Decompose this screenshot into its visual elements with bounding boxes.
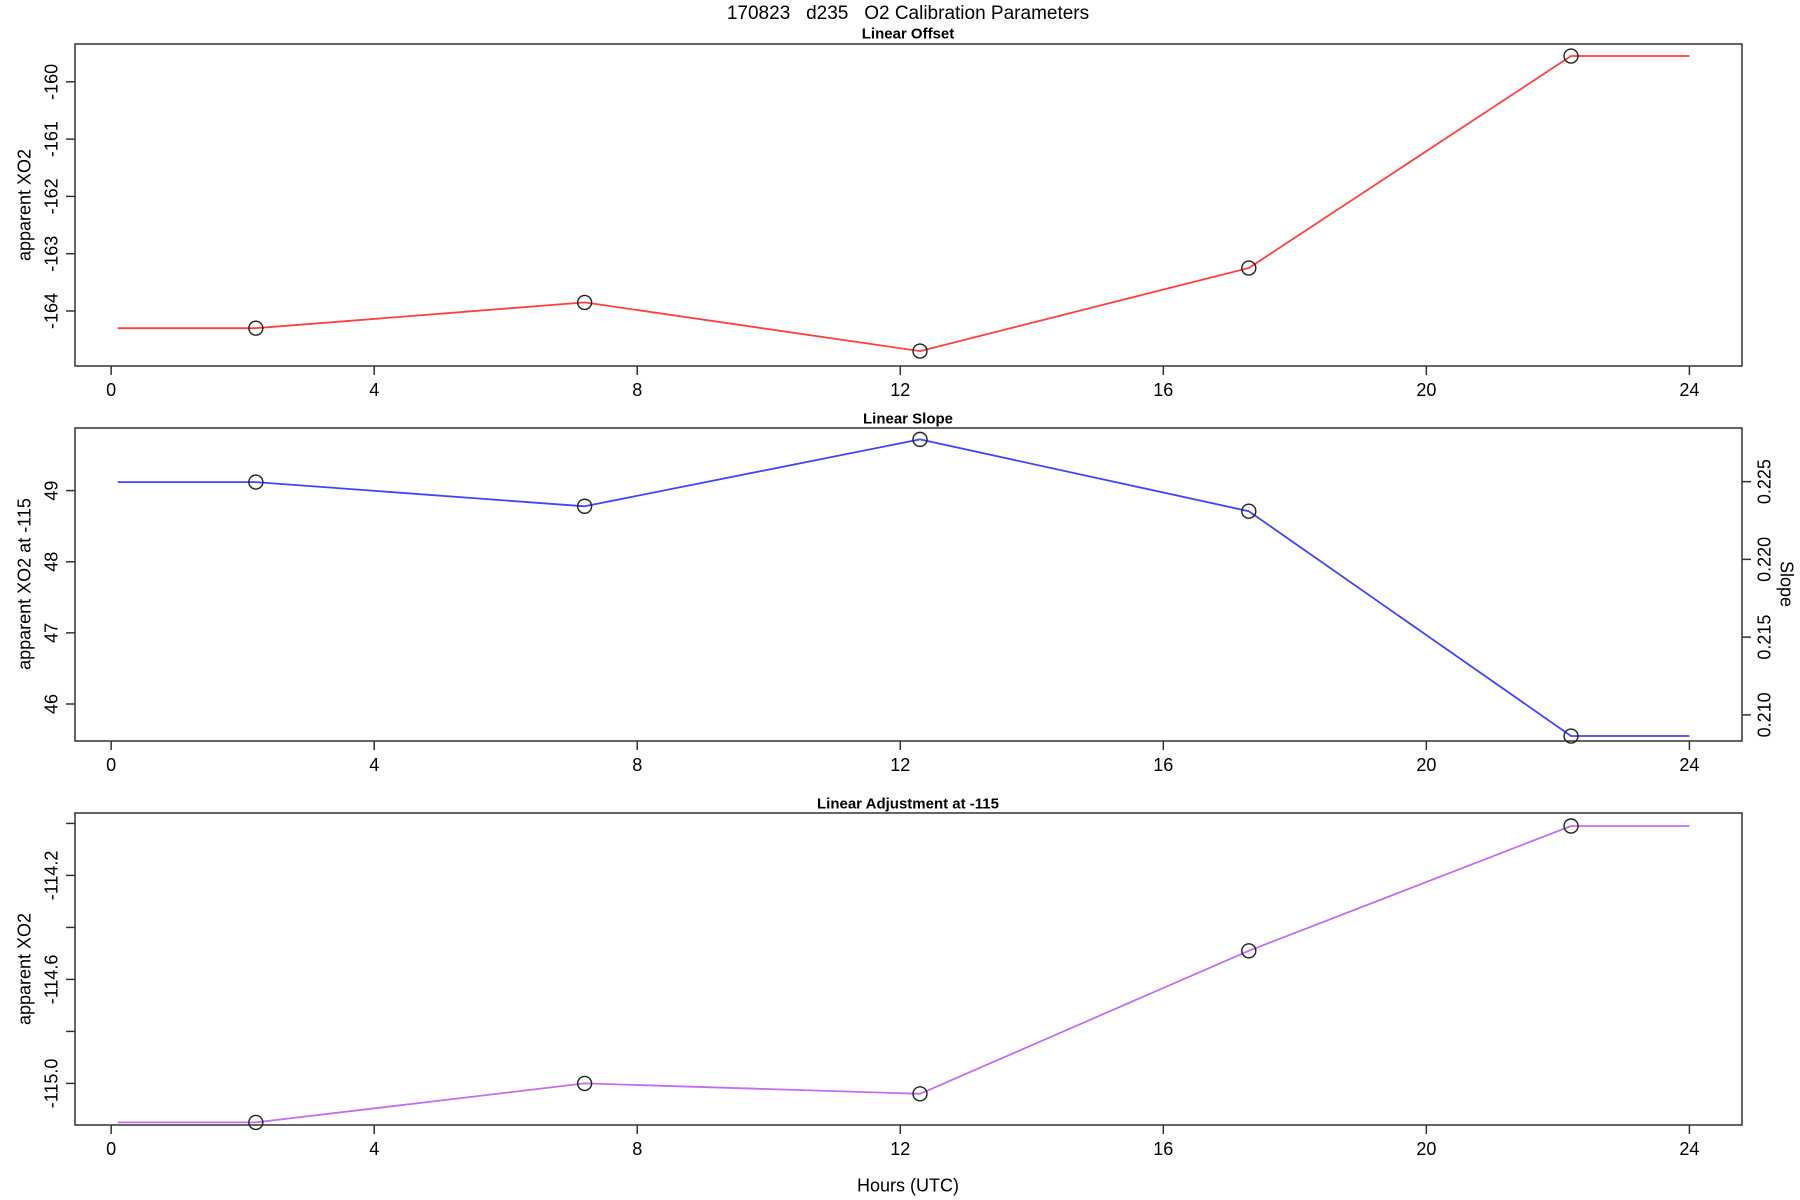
series-line	[117, 825, 1690, 1124]
x-axis-label: Hours (UTC)	[857, 1175, 959, 1196]
y-tick-label: -160	[42, 64, 62, 100]
y-tick-label: -161	[42, 121, 62, 157]
x-tick-label: 24	[1679, 380, 1699, 400]
main-title: 170823 d235 O2 Calibration Parameters	[726, 3, 1090, 24]
x-tick-label: 16	[1153, 380, 1173, 400]
x-tick-label: 0	[106, 380, 116, 400]
data-point-marker	[576, 1075, 593, 1092]
x-tick-label: 12	[890, 380, 910, 400]
data-point-marker	[576, 498, 593, 514]
data-point-marker	[1563, 818, 1579, 834]
data-point-marker	[912, 343, 928, 359]
x-tick-label: 16	[1153, 755, 1173, 775]
data-point-marker	[912, 431, 928, 448]
x-tick-label: 4	[369, 380, 379, 400]
panel-box	[74, 43, 1743, 367]
x-tick-label: 12	[890, 1139, 910, 1159]
right-y-tick-label: 0.210	[1755, 692, 1775, 737]
y-tick-label: -163	[42, 236, 62, 272]
y-tick-label: -114.2	[42, 851, 62, 901]
x-tick-label: 0	[106, 1139, 116, 1159]
x-tick-label: 0	[106, 755, 116, 775]
x-tick-label: 8	[632, 380, 642, 400]
y-tick-label: 46	[42, 694, 62, 714]
y-tick-label: -164	[42, 293, 62, 329]
series-line	[117, 438, 1690, 737]
panel-title-linear-slope: Linear Slope	[862, 410, 954, 428]
data-point-marker	[1563, 728, 1579, 744]
y-tick-label: -115.0	[42, 1059, 62, 1109]
y-tick-label: -114.6	[42, 955, 62, 1005]
data-point-marker	[1241, 260, 1257, 276]
panel-title-linear-offset: Linear Offset	[861, 25, 955, 43]
x-tick-label: 24	[1679, 1139, 1699, 1159]
y-tick-label: 47	[42, 623, 62, 643]
x-tick-label: 12	[890, 755, 910, 775]
right-y-tick-label: 0.215	[1755, 615, 1775, 660]
x-tick-label: 16	[1153, 1139, 1173, 1159]
x-tick-label: 20	[1416, 755, 1436, 775]
data-point-marker	[912, 1086, 928, 1102]
data-point-marker	[1241, 503, 1257, 519]
x-tick-label: 8	[632, 1139, 642, 1159]
data-point-marker	[248, 320, 264, 336]
data-point-marker	[576, 294, 593, 311]
right-y-tick-label: 0.220	[1755, 537, 1775, 582]
x-tick-label: 4	[369, 1139, 379, 1159]
series-line	[117, 55, 1690, 353]
y-tick-label: -162	[42, 178, 62, 214]
data-point-marker	[1241, 943, 1257, 959]
y-tick-label: 48	[42, 552, 62, 572]
data-point-marker	[1563, 48, 1579, 64]
right-y-tick-label: 0.225	[1755, 459, 1775, 504]
panel-title-linear-adjustment: Linear Adjustment at -115	[817, 795, 999, 813]
data-point-marker	[248, 474, 264, 490]
x-tick-label: 24	[1679, 755, 1699, 775]
x-tick-label: 4	[369, 755, 379, 775]
x-tick-label: 20	[1416, 1139, 1436, 1159]
panel-box	[74, 427, 1743, 742]
panel-box	[74, 812, 1743, 1126]
data-point-marker	[248, 1114, 264, 1131]
x-tick-label: 8	[632, 755, 642, 775]
y-tick-label: 49	[42, 481, 62, 501]
x-tick-label: 20	[1416, 380, 1436, 400]
